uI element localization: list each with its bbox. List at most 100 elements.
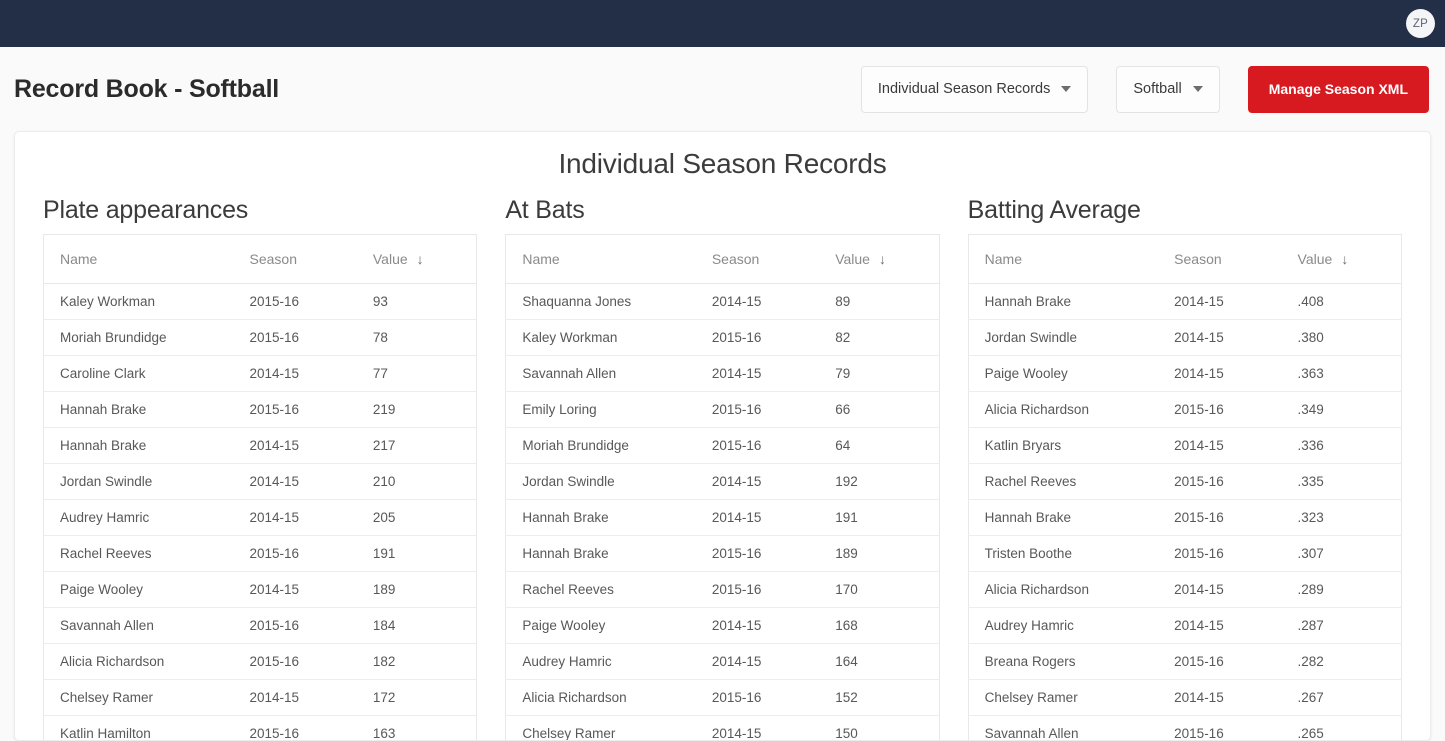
record-name: Moriah Brundidge [44,320,234,356]
chevron-down-icon [1193,86,1203,92]
record-name: Hannah Brake [506,500,696,536]
record-season: 2014-15 [234,356,357,392]
record-value: 184 [357,608,477,644]
record-season: 2014-15 [696,500,819,536]
record-value: .335 [1282,464,1402,500]
page-header: Record Book - Softball Individual Season… [0,47,1445,131]
record-value: 172 [357,680,477,716]
record-season: 2015-16 [234,608,357,644]
column-header-value[interactable]: Value ↓ [357,235,477,284]
record-name: Alicia Richardson [44,644,234,680]
record-season: 2014-15 [696,716,819,741]
sort-descending-arrow-icon[interactable]: ↓ [879,251,886,267]
record-name: Moriah Brundidge [506,428,696,464]
record-name: Jordan Swindle [506,464,696,500]
record-type-dropdown[interactable]: Individual Season Records [861,66,1089,113]
record-value: 192 [819,464,939,500]
record-season: 2014-15 [696,284,819,320]
record-name: Shaquanna Jones [506,284,696,320]
column-header-value[interactable]: Value↓ [1282,235,1402,284]
record-season: 2014-15 [234,500,357,536]
record-season: 2014-15 [696,464,819,500]
record-value: 189 [357,572,477,608]
record-season: 2015-16 [234,392,357,428]
column-header-value-label: Value [835,251,870,267]
record-season: 2015-16 [1158,464,1281,500]
avatar[interactable]: ZP [1406,9,1435,38]
column-header-season[interactable]: Season [696,235,819,284]
manage-season-xml-button[interactable]: Manage Season XML [1248,66,1429,113]
column-header-name[interactable]: Name [506,235,696,284]
header-actions: Individual Season Records Softball Manag… [861,66,1437,113]
record-name: Rachel Reeves [968,464,1158,500]
record-name: Caroline Clark [44,356,234,392]
column-header-season[interactable]: Season [234,235,357,284]
sort-descending-arrow-icon[interactable]: ↓ [1341,251,1348,267]
record-name: Jordan Swindle [968,320,1158,356]
column-header-name[interactable]: Name [44,235,234,284]
record-season: 2015-16 [1158,500,1281,536]
record-value: 205 [357,500,477,536]
record-value: .307 [1282,536,1402,572]
record-name: Tristen Boothe [968,536,1158,572]
record-season: 2014-15 [234,428,357,464]
record-season: 2014-15 [1158,356,1281,392]
sport-dropdown[interactable]: Softball [1116,66,1219,113]
column-header-value-label: Value [373,251,408,267]
column-header-value[interactable]: Value ↓ [819,235,939,284]
record-season: 2015-16 [696,680,819,716]
record-season: 2015-16 [234,644,357,680]
sort-descending-arrow-icon[interactable]: ↓ [417,251,424,267]
column-header-season[interactable]: Season [1158,235,1281,284]
record-name: Rachel Reeves [44,536,234,572]
record-name: Audrey Hamric [506,644,696,680]
record-value: 191 [819,500,939,536]
record-value: 77 [357,356,477,392]
record-season: 2014-15 [234,464,357,500]
record-name: Alicia Richardson [968,392,1158,428]
record-value: .282 [1282,644,1402,680]
column-header-name[interactable]: Name [968,235,1158,284]
